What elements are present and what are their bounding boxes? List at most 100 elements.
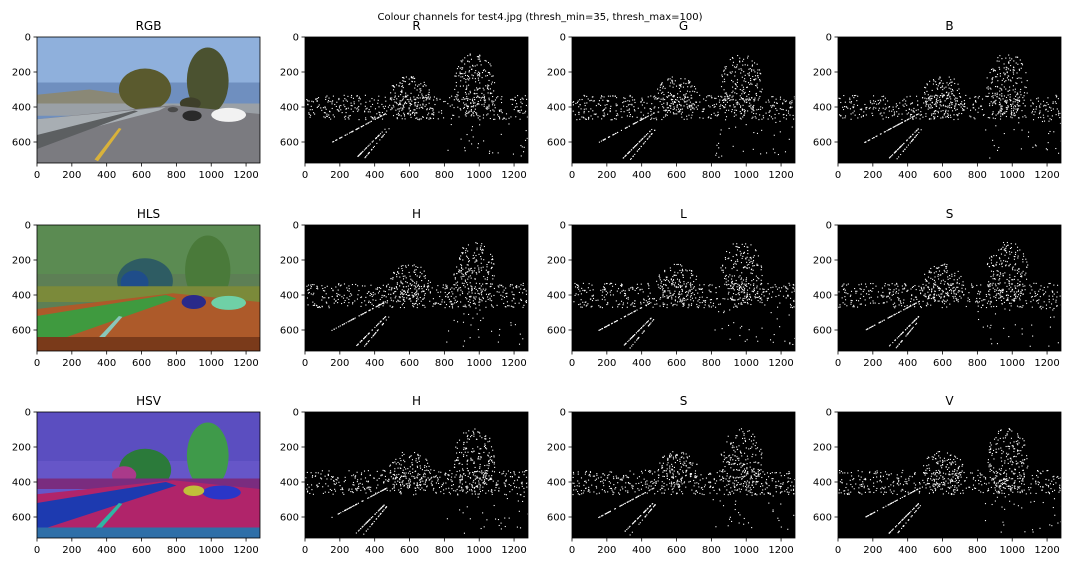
subplot-hls-2: HLS 0 200 400 600 800 1000 1200 0 200 400 600 bbox=[12, 207, 261, 369]
x-tick-label: 800 bbox=[435, 358, 454, 369]
x-tick-label: 1000 bbox=[466, 170, 491, 181]
x-tick-label: 600 bbox=[933, 358, 952, 369]
y-tick-label: 400 bbox=[12, 291, 31, 302]
axes-frame bbox=[304, 36, 529, 164]
channel-image bbox=[572, 225, 795, 351]
y-tick-label: 400 bbox=[280, 103, 299, 114]
x-tick-label: 0 bbox=[34, 358, 40, 369]
subplot-title: S bbox=[680, 394, 688, 408]
subplot-g-1: G 0 200 400 600 800 1000 1200 0 200 400 600 bbox=[547, 19, 796, 181]
y-tick-label: 0 bbox=[560, 221, 566, 232]
x-tick-label: 800 bbox=[167, 170, 186, 181]
x-tick-label: 1000 bbox=[999, 545, 1024, 556]
y-tick-label: 200 bbox=[813, 256, 832, 267]
x-tick-label: 800 bbox=[702, 545, 721, 556]
x-tick-label: 400 bbox=[632, 545, 651, 556]
axes-frame bbox=[36, 36, 261, 164]
x-tick-label: 800 bbox=[968, 170, 987, 181]
x-tick-label: 200 bbox=[330, 358, 349, 369]
channel-image bbox=[37, 412, 260, 538]
y-tick-label: 600 bbox=[280, 326, 299, 337]
x-tick-label: 200 bbox=[863, 545, 882, 556]
x-tick-label: 1000 bbox=[466, 545, 491, 556]
x-tick-label: 400 bbox=[632, 170, 651, 181]
subplot-l-2: L 0 200 400 600 800 1000 1200 0 200 400 600 bbox=[547, 207, 796, 369]
y-tick-label: 200 bbox=[813, 443, 832, 454]
axes-frame bbox=[36, 411, 261, 539]
axes-frame bbox=[837, 411, 1062, 539]
subplot-title: B bbox=[945, 19, 953, 33]
channel-image bbox=[838, 225, 1061, 351]
figure-suptitle: Colour channels for test4.jpg (thresh_mi… bbox=[378, 12, 703, 23]
channel-image bbox=[305, 412, 528, 538]
y-tick-label: 200 bbox=[547, 443, 566, 454]
x-tick-label: 600 bbox=[400, 170, 419, 181]
y-tick-label: 600 bbox=[280, 513, 299, 524]
subplot-title: RGB bbox=[136, 19, 162, 33]
x-tick-label: 800 bbox=[435, 545, 454, 556]
x-tick-label: 0 bbox=[569, 170, 575, 181]
subplot-title: S bbox=[946, 207, 954, 221]
x-tick-label: 400 bbox=[365, 358, 384, 369]
x-tick-label: 200 bbox=[597, 545, 616, 556]
x-tick-label: 200 bbox=[62, 170, 81, 181]
x-tick-label: 1000 bbox=[999, 358, 1024, 369]
y-tick-label: 200 bbox=[12, 256, 31, 267]
y-tick-label: 600 bbox=[12, 513, 31, 524]
channel-image bbox=[305, 225, 528, 351]
subplot-s-2: S 0 200 400 600 800 1000 1200 0 200 400 600 bbox=[813, 207, 1062, 369]
channel-image bbox=[305, 37, 528, 163]
x-tick-label: 0 bbox=[302, 170, 308, 181]
y-tick-label: 400 bbox=[12, 103, 31, 114]
y-tick-label: 200 bbox=[547, 68, 566, 79]
y-tick-label: 200 bbox=[813, 68, 832, 79]
y-tick-label: 600 bbox=[813, 513, 832, 524]
y-tick-label: 0 bbox=[25, 221, 31, 232]
x-tick-label: 800 bbox=[702, 170, 721, 181]
y-tick-label: 400 bbox=[547, 103, 566, 114]
x-tick-label: 600 bbox=[132, 358, 151, 369]
x-tick-label: 1000 bbox=[999, 170, 1024, 181]
channel-image bbox=[37, 37, 260, 163]
x-tick-label: 1000 bbox=[198, 545, 223, 556]
y-tick-label: 200 bbox=[280, 68, 299, 79]
y-tick-label: 400 bbox=[280, 291, 299, 302]
subplot-h-3: H 0 200 400 600 800 1000 1200 0 200 400 600 bbox=[280, 394, 529, 556]
y-tick-label: 400 bbox=[280, 478, 299, 489]
subplot-title: V bbox=[945, 394, 954, 408]
x-tick-label: 200 bbox=[330, 545, 349, 556]
subplot-rgb-1: RGB 0 200 400 600 800 1000 1200 0 200 400 600 bbox=[12, 19, 261, 181]
y-tick-label: 400 bbox=[547, 478, 566, 489]
subplot-grid: RGB 0 200 400 600 800 1000 1200 0 200 400 600 R 0 200 4… bbox=[12, 19, 1062, 556]
x-tick-label: 400 bbox=[898, 170, 917, 181]
axes-frame bbox=[36, 224, 261, 352]
y-tick-label: 600 bbox=[547, 513, 566, 524]
x-tick-label: 400 bbox=[97, 545, 116, 556]
subplot-title: HSV bbox=[136, 394, 162, 408]
x-tick-label: 400 bbox=[97, 358, 116, 369]
y-tick-label: 600 bbox=[547, 326, 566, 337]
subplot-title: H bbox=[412, 394, 421, 408]
y-tick-label: 400 bbox=[813, 291, 832, 302]
x-tick-label: 800 bbox=[968, 358, 987, 369]
x-tick-label: 800 bbox=[435, 170, 454, 181]
x-tick-label: 1200 bbox=[501, 545, 526, 556]
y-tick-label: 600 bbox=[547, 138, 566, 149]
x-tick-label: 1000 bbox=[733, 358, 758, 369]
subplot-v-3: V 0 200 400 600 800 1000 1200 0 200 400 600 bbox=[813, 394, 1062, 556]
x-tick-label: 0 bbox=[302, 358, 308, 369]
axes-frame bbox=[571, 224, 796, 352]
axes-frame bbox=[837, 224, 1062, 352]
y-tick-label: 200 bbox=[12, 68, 31, 79]
y-tick-label: 0 bbox=[293, 221, 299, 232]
x-tick-label: 1200 bbox=[1034, 358, 1059, 369]
x-tick-label: 600 bbox=[667, 170, 686, 181]
x-tick-label: 0 bbox=[835, 170, 841, 181]
y-tick-label: 0 bbox=[293, 408, 299, 419]
x-tick-label: 1200 bbox=[768, 170, 793, 181]
y-tick-label: 200 bbox=[280, 256, 299, 267]
x-tick-label: 0 bbox=[569, 358, 575, 369]
x-tick-label: 200 bbox=[62, 358, 81, 369]
x-tick-label: 1000 bbox=[198, 170, 223, 181]
channel-image bbox=[838, 37, 1061, 163]
